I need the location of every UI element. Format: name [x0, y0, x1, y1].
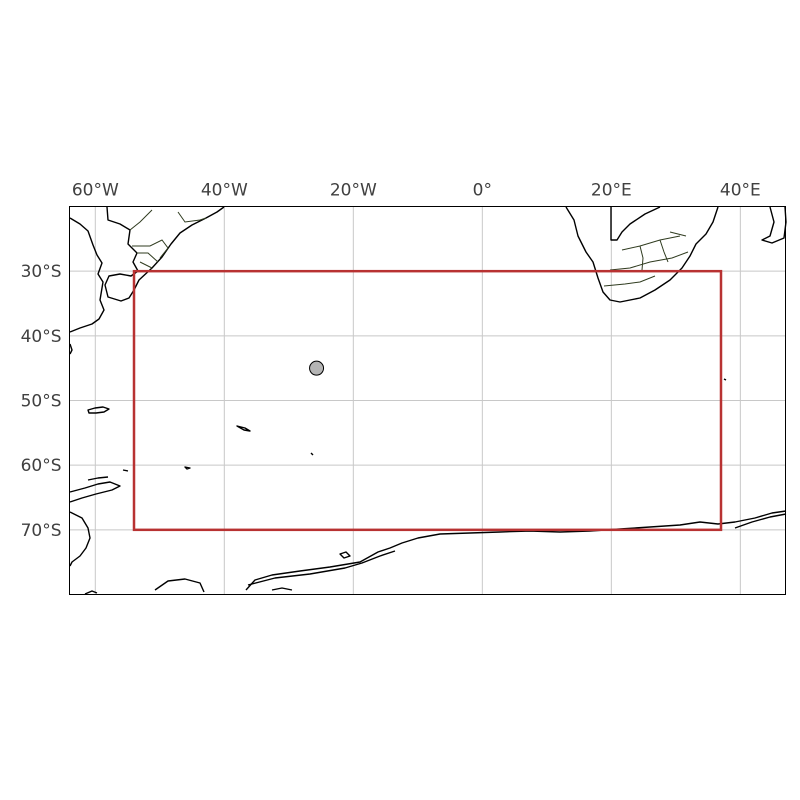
lon-tick-label: 60°W [72, 181, 119, 201]
island-west-antarctica-2 [84, 590, 98, 595]
small-island [184, 466, 191, 470]
lat-tick-label: 40°S [21, 327, 62, 347]
falkland-islands [87, 406, 110, 414]
lat-tick-label: 70°S [21, 521, 62, 541]
island-sw [271, 587, 293, 591]
lon-tick-label: 0° [473, 181, 492, 201]
lat-labels: 30°S 40°S 50°S 60°S 70°S [21, 262, 62, 541]
lon-tick-label: 20°W [330, 181, 377, 201]
africa-borders [603, 231, 689, 287]
map-frame [69, 206, 786, 595]
south-shetland [87, 469, 129, 481]
region-box [132, 269, 723, 532]
lon-labels: 60°W 40°W 20°W 0° 20°E 40°E [72, 181, 761, 201]
lat-tick-label: 60°S [21, 456, 62, 476]
island-west-antarctica [154, 578, 205, 593]
south-america-coast [104, 206, 225, 302]
madagascar [761, 206, 787, 244]
lat-tick-label: 50°S [21, 392, 62, 412]
south-america-coast-south [69, 217, 105, 333]
point-marker [309, 360, 325, 376]
africa-coast [565, 206, 719, 303]
small-island-2 [310, 452, 314, 456]
ice-shelf [247, 513, 787, 586]
country-border [129, 209, 207, 269]
africa-west-notch [610, 206, 661, 241]
lon-tick-label: 40°E [720, 181, 761, 201]
prince-edward-island [723, 378, 727, 381]
lon-tick-label: 20°E [591, 181, 632, 201]
island-south [339, 551, 351, 559]
lat-tick-label: 30°S [21, 262, 62, 282]
antarctic-peninsula [69, 481, 121, 567]
antarctica-coast [245, 510, 787, 591]
tierra-del-fuego [69, 343, 73, 355]
south-georgia [236, 425, 251, 432]
lon-tick-label: 40°W [201, 181, 248, 201]
